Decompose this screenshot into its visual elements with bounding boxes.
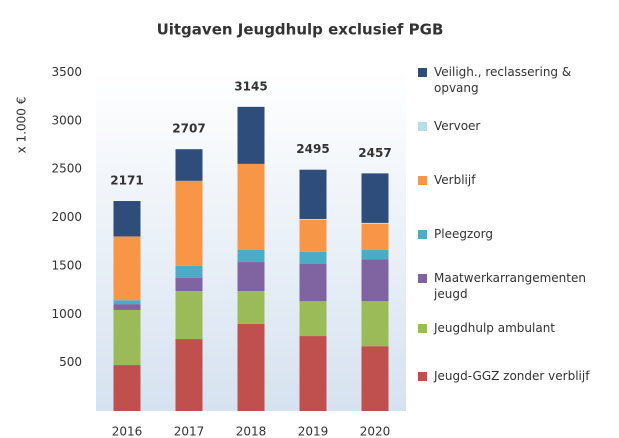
bar-segment	[113, 365, 141, 411]
bar-segment	[175, 291, 203, 340]
x-tick-label: 2017	[174, 425, 205, 438]
bar-segment	[299, 169, 327, 220]
legend-item: Vervoer	[418, 118, 613, 134]
y-axis-label: x 1.000 €	[15, 97, 29, 154]
bar-segment	[113, 304, 141, 310]
y-tick-label: 1500	[51, 258, 82, 272]
bar-segment	[299, 301, 327, 337]
bar-segment	[237, 106, 265, 164]
bar-segment	[175, 339, 203, 411]
x-tick-label: 2016	[112, 425, 143, 438]
bar-segment	[175, 149, 203, 181]
legend-item: Jeugd-GGZ zonder verblijf	[418, 368, 613, 384]
bar-segment	[361, 301, 389, 347]
y-tick-label: 3500	[51, 65, 82, 79]
legend-swatch	[418, 372, 427, 381]
legend-swatch	[418, 274, 427, 283]
bar-segment	[237, 291, 265, 324]
y-tick-label: 2500	[51, 162, 82, 176]
bar-segment	[361, 223, 389, 250]
bar-segment	[299, 219, 327, 220]
bar-segment	[299, 263, 327, 302]
legend-swatch	[418, 176, 427, 185]
legend-item: Jeugdhulp ambulant	[418, 320, 613, 336]
total-label: 3145	[234, 79, 267, 93]
bar-segment	[361, 173, 389, 223]
bar-segment	[361, 346, 389, 411]
y-tick-label: 1000	[51, 307, 82, 321]
total-label: 2171	[110, 174, 143, 188]
bar-segment	[113, 236, 141, 301]
x-tick-label: 2018	[236, 425, 267, 438]
legend-swatch	[418, 230, 427, 239]
bar-segment	[237, 262, 265, 292]
bar-segment	[299, 219, 327, 252]
bar-segment	[361, 259, 389, 302]
legend-swatch	[418, 68, 427, 77]
bar-segment	[113, 300, 141, 305]
bar-segment	[175, 278, 203, 292]
y-tick-label: 2000	[51, 210, 82, 224]
y-tick-label: 500	[59, 355, 82, 369]
bar-segment	[299, 336, 327, 411]
bar-segment	[113, 201, 141, 237]
bar-segment	[361, 222, 389, 224]
y-tick-label: 3000	[51, 113, 82, 127]
legend-swatch	[418, 122, 427, 131]
bar-segment	[113, 309, 141, 366]
bar-segment	[237, 323, 265, 411]
bar-segment	[361, 249, 389, 260]
bar-segment	[237, 163, 265, 250]
total-label: 2495	[296, 142, 329, 156]
total-label: 2707	[172, 122, 205, 136]
total-label: 2457	[358, 146, 391, 160]
x-tick-label: 2019	[298, 425, 329, 438]
legend-label: Vervoer	[434, 119, 481, 133]
legend-item: Verblijf	[418, 172, 613, 188]
bar-segment	[237, 249, 265, 263]
legend-label: Pleegzorg	[434, 227, 493, 241]
legend-label: Veiligh., reclassering & opvang	[434, 65, 572, 95]
legend-item: Pleegzorg	[418, 226, 613, 242]
x-tick-label: 2020	[360, 425, 391, 438]
legend-item: Veiligh., reclassering & opvang	[418, 64, 613, 96]
bar-segment	[175, 180, 203, 266]
legend-swatch	[418, 324, 427, 333]
legend-label: Verblijf	[434, 173, 476, 187]
bar-segment	[299, 251, 327, 264]
chart-title: Uitgaven Jeugdhulp exclusief PGB	[157, 21, 444, 39]
legend-label: Jeugd-GGZ zonder verblijf	[434, 369, 590, 383]
legend-label: Maatwerkarrangementen jeugd	[434, 271, 586, 301]
legend-item: Maatwerkarrangementen jeugd	[418, 270, 613, 302]
legend-label: Jeugdhulp ambulant	[434, 321, 556, 335]
bar-segment	[175, 265, 203, 279]
